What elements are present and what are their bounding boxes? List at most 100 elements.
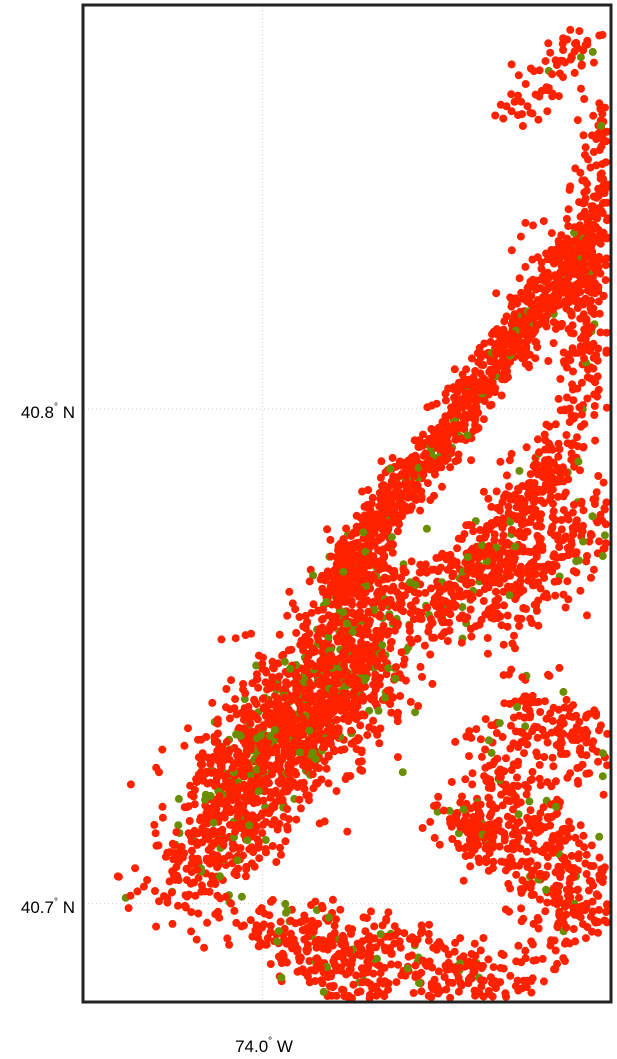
data-point	[589, 58, 598, 67]
data-point	[526, 857, 535, 866]
data-point	[380, 552, 389, 561]
data-point	[500, 341, 509, 350]
data-point	[519, 604, 528, 613]
data-point	[384, 596, 393, 605]
data-point	[541, 907, 550, 916]
data-point	[542, 714, 551, 723]
data-point	[594, 184, 603, 193]
data-point	[577, 499, 586, 508]
data-point	[520, 498, 529, 507]
data-point	[507, 90, 516, 99]
data-point	[389, 617, 398, 626]
data-point	[584, 329, 593, 338]
data-point	[244, 710, 253, 719]
data-point	[599, 292, 608, 300]
data-point	[544, 461, 553, 470]
data-point	[474, 358, 483, 367]
data-point	[555, 663, 564, 672]
data-point	[169, 841, 178, 850]
data-point	[313, 957, 322, 966]
data-point	[479, 597, 488, 605]
data-point	[258, 659, 267, 668]
data-point	[569, 367, 577, 376]
data-point	[407, 602, 416, 610]
data-point	[484, 542, 493, 551]
data-point	[377, 630, 386, 639]
data-point	[463, 553, 472, 562]
data-point	[554, 394, 563, 403]
data-point	[471, 622, 480, 631]
data-point	[588, 512, 597, 521]
data-point	[519, 547, 528, 556]
data-point	[496, 457, 505, 466]
data-point	[481, 763, 490, 772]
data-point	[531, 354, 540, 363]
data-point	[296, 704, 305, 713]
data-point	[598, 160, 607, 169]
data-point	[515, 861, 524, 870]
data-point	[484, 736, 493, 745]
data-point	[504, 502, 513, 511]
data-point	[559, 506, 568, 515]
data-point	[487, 820, 496, 829]
data-point	[397, 493, 406, 502]
data-point	[601, 520, 610, 529]
data-point	[294, 697, 303, 706]
data-point	[456, 934, 465, 943]
data-point	[325, 658, 334, 667]
data-point	[542, 885, 550, 894]
data-point	[594, 263, 603, 272]
data-point	[397, 573, 406, 582]
data-point	[563, 439, 572, 448]
data-point	[499, 514, 508, 523]
data-point	[291, 671, 300, 680]
data-point	[356, 945, 365, 954]
data-point	[324, 913, 333, 922]
data-point	[479, 487, 488, 496]
data-point	[496, 964, 505, 972]
data-point	[354, 665, 363, 674]
data-point	[245, 845, 254, 854]
data-point	[527, 871, 536, 880]
data-point	[296, 804, 305, 813]
data-point	[254, 928, 263, 937]
data-point	[305, 796, 313, 805]
data-point	[568, 728, 577, 737]
data-point	[484, 793, 493, 802]
data-point	[495, 579, 504, 588]
data-point	[236, 844, 245, 853]
data-point	[544, 357, 553, 365]
data-point	[377, 508, 386, 517]
data-point	[275, 630, 284, 639]
data-point	[566, 25, 575, 34]
data-point	[463, 566, 472, 575]
data-point	[433, 435, 441, 443]
data-point	[586, 254, 595, 263]
data-point	[363, 968, 372, 977]
data-point	[467, 354, 476, 363]
data-point	[533, 752, 542, 761]
data-point	[419, 460, 428, 469]
data-point	[273, 937, 282, 946]
data-point	[577, 60, 586, 69]
data-point	[453, 544, 462, 553]
data-point	[399, 564, 408, 573]
data-point	[390, 510, 399, 519]
data-point	[594, 757, 602, 766]
data-point	[466, 851, 475, 859]
data-point	[595, 726, 603, 735]
data-point	[333, 670, 342, 679]
data-point	[411, 455, 420, 464]
data-point	[343, 772, 351, 781]
data-point	[570, 68, 579, 77]
data-point	[324, 779, 333, 788]
data-point	[482, 777, 491, 786]
data-point	[466, 862, 475, 871]
data-point	[198, 751, 207, 760]
data-point	[417, 492, 426, 501]
data-point	[483, 634, 492, 642]
data-point	[486, 337, 495, 346]
data-point	[474, 386, 483, 395]
data-point	[598, 552, 607, 560]
data-point	[406, 697, 415, 706]
